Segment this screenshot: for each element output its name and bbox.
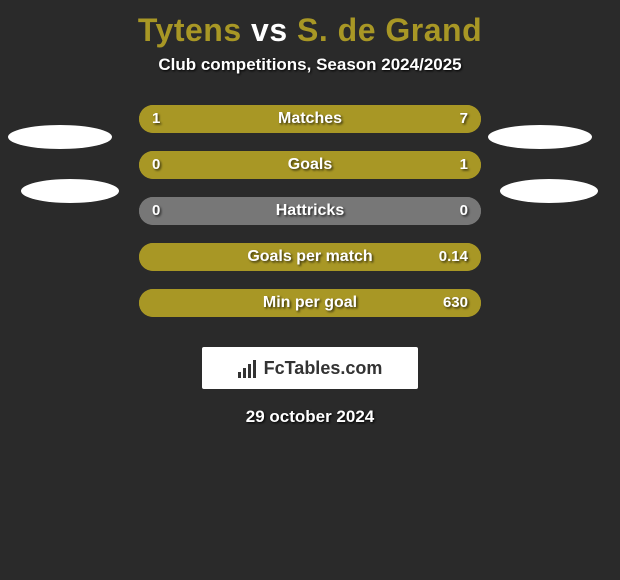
stat-bar-right-fill bbox=[139, 151, 481, 179]
date-text: 29 october 2024 bbox=[0, 407, 620, 427]
page-title: Tytens vs S. de Grand bbox=[0, 0, 620, 55]
title-player1: Tytens bbox=[138, 12, 242, 48]
stat-bar-track bbox=[139, 105, 481, 133]
title-vs: vs bbox=[242, 12, 297, 48]
stat-bar-track bbox=[139, 243, 481, 271]
bar-chart-icon bbox=[238, 358, 260, 378]
decorative-ellipse bbox=[21, 179, 119, 203]
stat-bar-right-fill bbox=[182, 105, 481, 133]
stat-bar-right-fill bbox=[139, 197, 481, 225]
title-player2: S. de Grand bbox=[297, 12, 482, 48]
subtitle: Club competitions, Season 2024/2025 bbox=[0, 55, 620, 75]
stat-row: Hattricks00 bbox=[0, 195, 620, 241]
stat-bar-right-fill bbox=[139, 243, 481, 271]
stat-row: Min per goal630 bbox=[0, 287, 620, 333]
decorative-ellipse bbox=[8, 125, 112, 149]
stat-bar-track bbox=[139, 289, 481, 317]
stat-row: Goals per match0.14 bbox=[0, 241, 620, 287]
stat-bar-track bbox=[139, 197, 481, 225]
stat-bar-left-fill bbox=[139, 105, 182, 133]
logo-text: FcTables.com bbox=[264, 358, 383, 379]
stat-bar-right-fill bbox=[139, 289, 481, 317]
stat-bar-track bbox=[139, 151, 481, 179]
decorative-ellipse bbox=[500, 179, 598, 203]
fctables-logo[interactable]: FcTables.com bbox=[202, 347, 418, 389]
decorative-ellipse bbox=[488, 125, 592, 149]
